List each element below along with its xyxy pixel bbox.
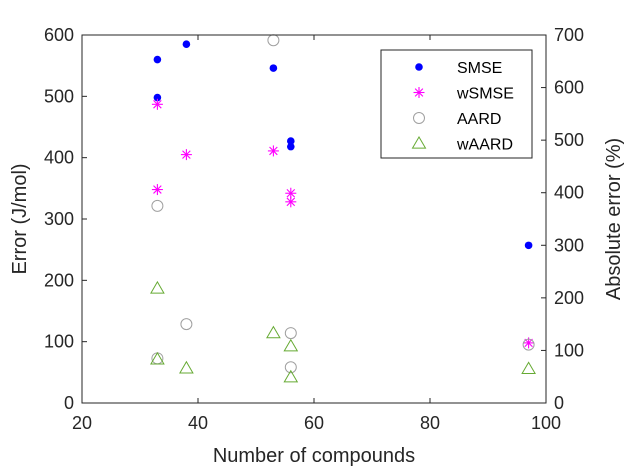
y-tick-label: 500	[44, 86, 74, 106]
y-tick-label: 400	[44, 148, 74, 168]
aard-point	[180, 318, 193, 331]
waard-point	[283, 338, 299, 352]
aard-point	[284, 361, 297, 374]
legend-entry-aard: AARD	[413, 111, 501, 128]
aard-point	[284, 327, 297, 340]
x-tick-label: 20	[72, 413, 92, 433]
legend-entry-smse: SMSE	[415, 60, 502, 77]
y2-tick-label: 0	[554, 393, 564, 413]
wsmse-point	[285, 196, 297, 208]
smse-point	[524, 241, 533, 250]
y2-tick-label: 100	[554, 340, 584, 360]
y2-tick-label: 700	[554, 25, 584, 45]
x-tick-label: 100	[531, 413, 561, 433]
axes: 20 40 60 80 10001002003004005006000100200300…	[44, 25, 584, 433]
smse-point	[287, 137, 295, 145]
waard-point	[179, 360, 194, 374]
series-smse	[153, 40, 533, 250]
legend-box	[380, 49, 533, 159]
smse-point	[287, 142, 295, 151]
legend-entry-waard: wAARD	[411, 136, 513, 154]
smse-point	[153, 93, 162, 102]
legend-label: SMSE	[457, 60, 502, 77]
y2-axis-title: Absolute error (%)	[603, 138, 625, 300]
wsmse-point	[151, 184, 163, 196]
series-waard	[150, 280, 536, 383]
legend-entry-wsmse: wSMSE	[413, 86, 514, 103]
y2-tick-label: 300	[554, 235, 584, 255]
y-tick-label: 200	[44, 270, 74, 290]
legend-label: AARD	[457, 111, 501, 128]
waard-point	[521, 361, 536, 375]
aard-point	[151, 199, 164, 212]
legend-marker-smse	[415, 63, 423, 71]
y2-tick-label: 600	[554, 78, 584, 98]
waard-point	[266, 325, 281, 339]
legend-label: wAARD	[456, 137, 513, 154]
waard-point	[150, 351, 165, 365]
y-tick-label: 300	[44, 209, 74, 229]
y-axis-title: Error (J/mol)	[9, 163, 31, 274]
legend-marker-aard	[413, 112, 425, 124]
plot-frame	[81, 34, 547, 404]
y2-tick-label: 500	[554, 130, 584, 150]
y-tick-label: 600	[44, 25, 74, 45]
y-tick-label: 100	[44, 332, 74, 352]
x-tick-label: 60	[304, 413, 324, 433]
aard-point	[522, 338, 535, 351]
waard-point	[283, 369, 299, 383]
legend-marker-waard	[411, 136, 427, 149]
smse-point	[153, 55, 162, 64]
wsmse-point	[151, 98, 163, 110]
wsmse-point	[180, 149, 192, 161]
wsmse-point	[267, 145, 279, 157]
y-tick-label: 0	[64, 393, 74, 413]
x-tick-label: 40	[188, 413, 208, 433]
legend: SMSE wSMSE AARD wAARD	[380, 49, 533, 159]
y2-tick-label: 400	[554, 183, 584, 203]
x-axis-title: Number of compounds	[213, 445, 415, 467]
smse-point	[269, 64, 278, 72]
smse-point	[182, 40, 191, 48]
waard-point	[150, 280, 165, 294]
x-tick-label: 80	[420, 413, 440, 433]
legend-label: wSMSE	[456, 86, 514, 103]
y2-tick-label: 200	[554, 288, 584, 308]
legend-marker-wsmse	[413, 87, 425, 98]
